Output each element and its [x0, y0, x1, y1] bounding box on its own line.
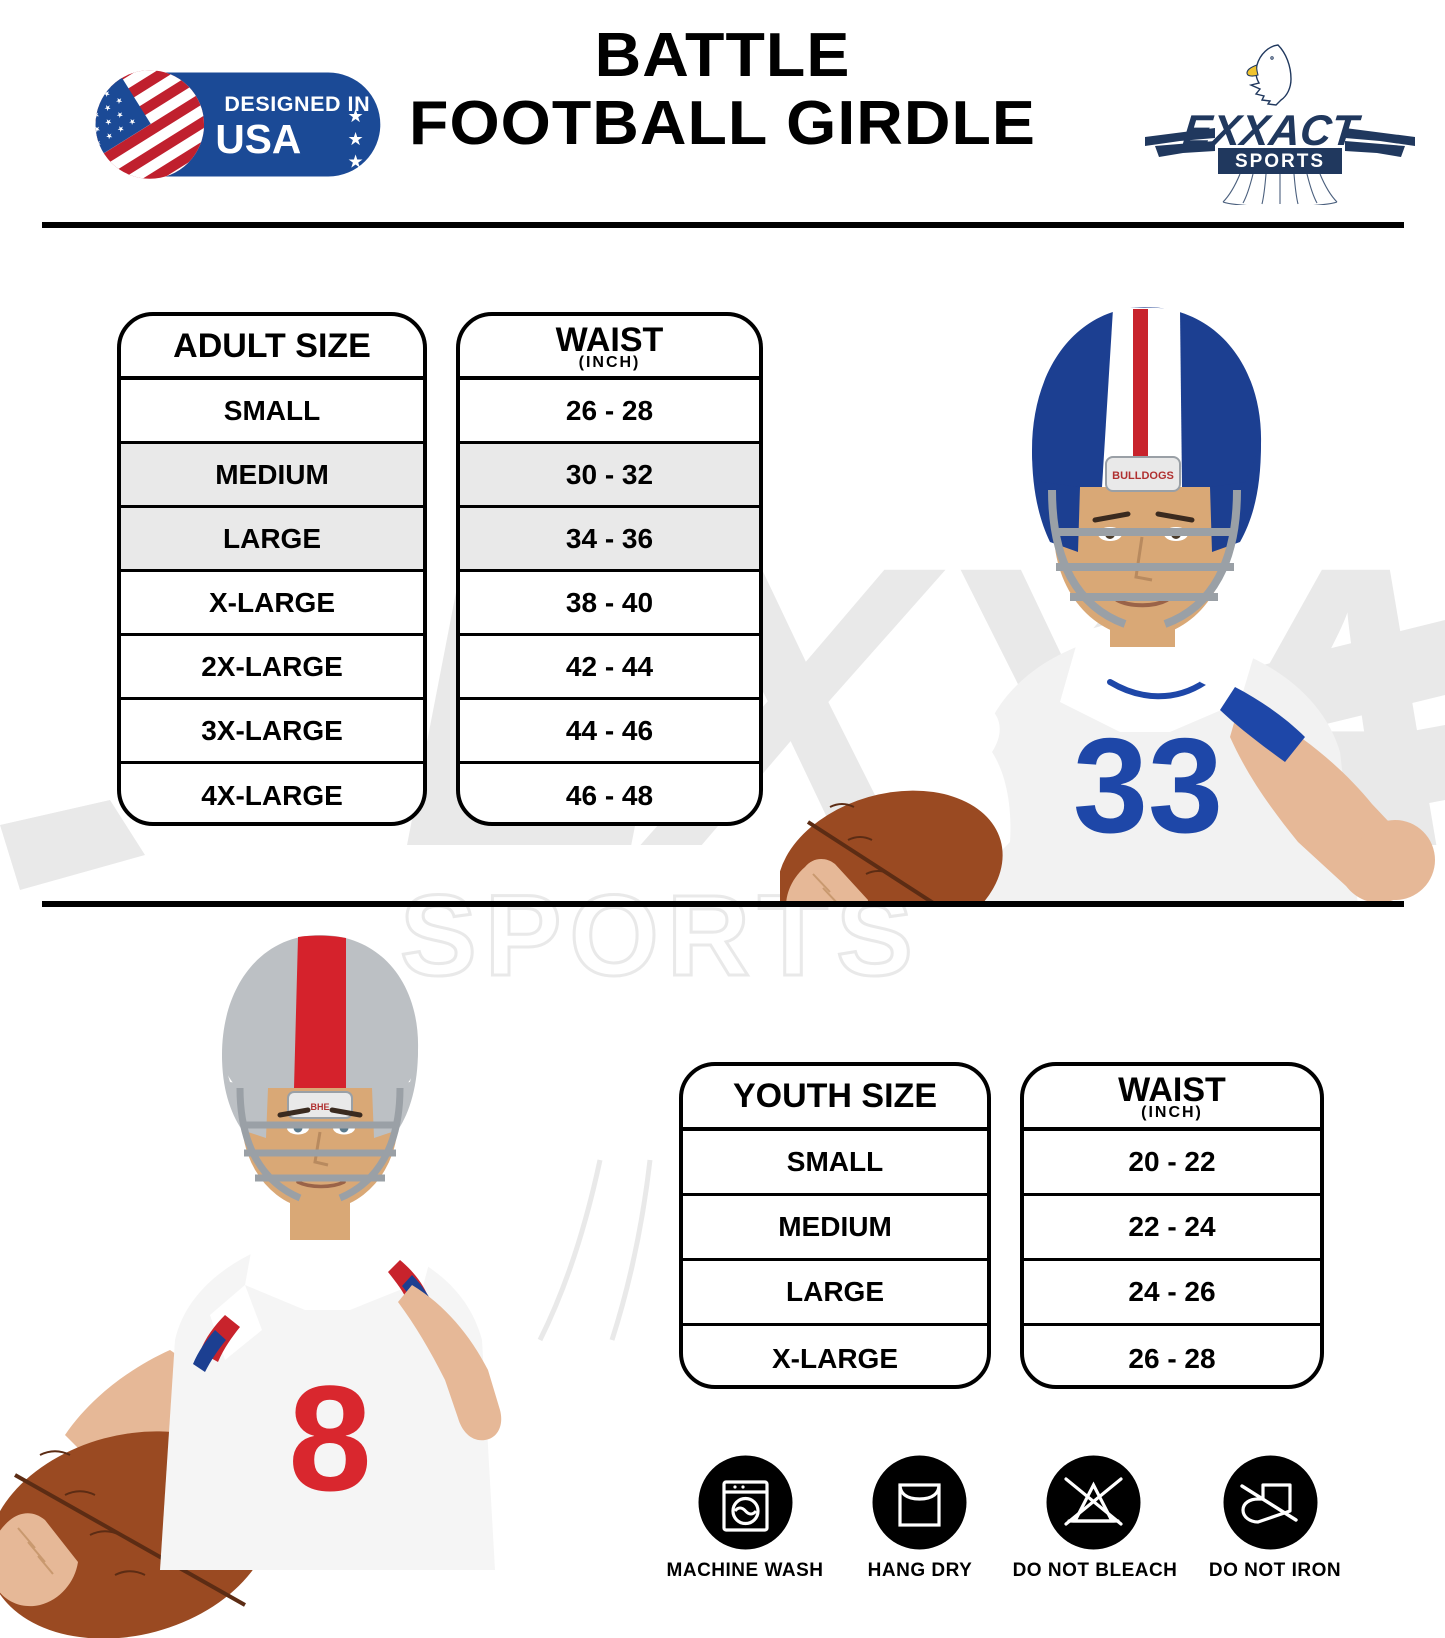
svg-text:8: 8	[288, 1354, 371, 1522]
svg-text:BHE: BHE	[310, 1102, 329, 1112]
svg-text:33: 33	[1073, 710, 1223, 861]
svg-text:BULLDOGS: BULLDOGS	[1112, 470, 1174, 482]
